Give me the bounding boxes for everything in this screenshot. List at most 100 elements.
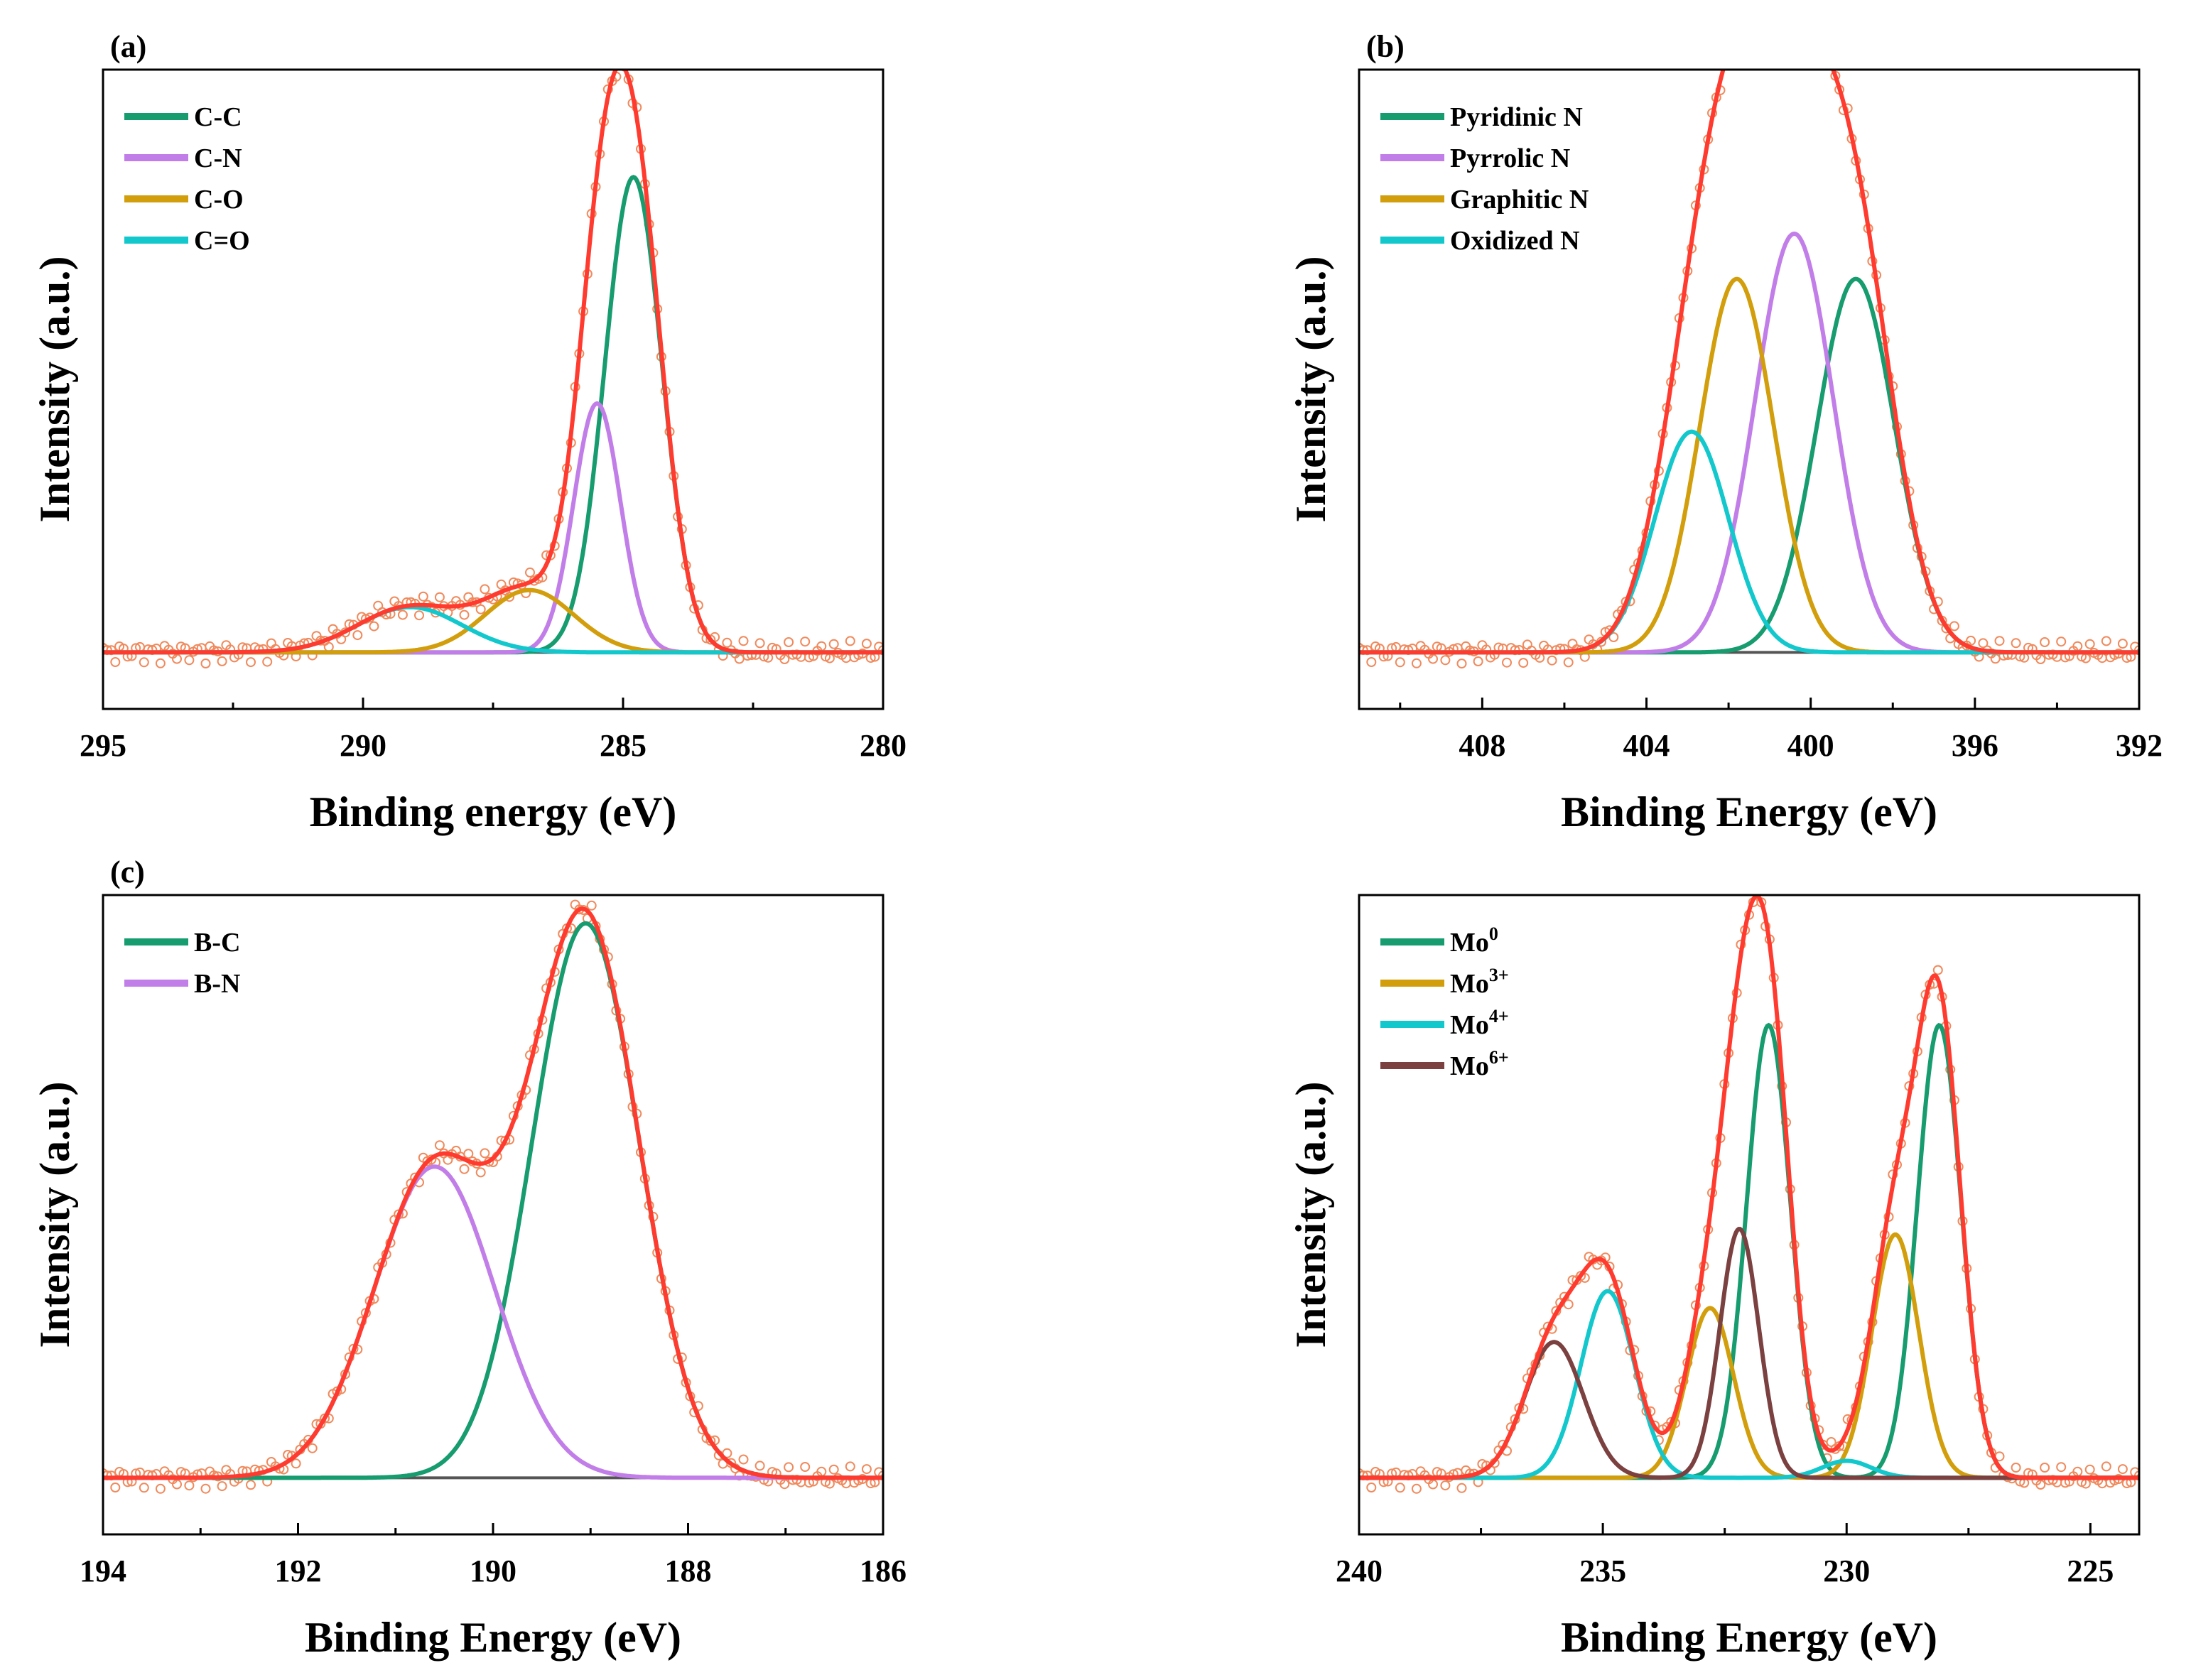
legend-entry: C-N (194, 143, 242, 173)
x-tick-label: 392 (2116, 728, 2163, 763)
panel-label: (c) (110, 855, 145, 889)
data-point (2040, 637, 2050, 647)
experimental-data (1359, 0, 2139, 669)
component-curve-pyridinic-n (1359, 276, 2139, 655)
data-point (2134, 645, 2139, 656)
data-point (434, 1140, 445, 1151)
data-point (1819, 43, 1827, 51)
data-point (1456, 1483, 1467, 1493)
data-point (1395, 657, 1405, 668)
panel-label: (b) (1366, 29, 1405, 64)
plot-area (1359, 895, 2139, 1494)
data-point (2011, 638, 2021, 649)
data-point (480, 584, 490, 595)
data-point (1366, 1483, 1377, 1492)
legend-entry: Mo6+ (1450, 1047, 1509, 1081)
data-point (861, 1464, 872, 1475)
x-axis-title: Binding Energy (eV) (1561, 788, 1937, 835)
data-point (1502, 657, 1512, 668)
legend-entry: B-C (194, 928, 240, 958)
legend-entry: Graphitic N (1450, 185, 1589, 215)
data-point (1456, 659, 1467, 669)
x-tick-label: 235 (1579, 1554, 1626, 1588)
data-point (1736, 8, 1745, 16)
legend-entry: Pyridinic N (1450, 102, 1583, 132)
data-point (878, 1470, 883, 1481)
data-point (525, 567, 535, 578)
data-point (1473, 656, 1483, 666)
x-tick-label: 396 (1952, 728, 1998, 763)
x-axis-title: Binding Energy (eV) (1561, 1614, 1937, 1661)
data-point (734, 654, 745, 664)
data-point (1807, 28, 1815, 37)
data-point (1811, 26, 1819, 35)
data-point (800, 1462, 811, 1472)
data-point (1608, 632, 1619, 642)
data-point (1395, 1483, 1405, 1493)
legend-entry: Mo3+ (1450, 965, 1509, 999)
data-point (722, 637, 732, 648)
data-point (2134, 1470, 2139, 1481)
data-point (722, 1448, 732, 1458)
plot-area (103, 899, 883, 1494)
data-point (1786, 4, 1795, 13)
data-point (779, 654, 790, 664)
component-curve-c-n (103, 401, 883, 655)
component-curve-mo4- (1359, 1289, 2139, 1480)
data-point (1563, 1299, 1574, 1310)
data-point (2084, 639, 2095, 649)
x-tick-label: 186 (860, 1554, 907, 1588)
data-point (1366, 657, 1377, 667)
data-point (738, 636, 749, 646)
data-point (1978, 638, 1989, 649)
data-point (616, 55, 624, 63)
data-point (861, 639, 872, 649)
x-tick-label: 188 (665, 1554, 712, 1588)
data-point (2056, 1462, 2067, 1473)
data-point (2101, 1461, 2111, 1472)
data-point (1724, 45, 1733, 54)
data-point (2035, 1480, 2046, 1490)
x-tick-label: 408 (1459, 728, 1505, 763)
data-point (323, 641, 334, 652)
component-curve-graphitic-n (1359, 276, 2139, 655)
data-point (784, 1462, 794, 1473)
envelope-curve (1359, 895, 2139, 1480)
component-curve-c-o (103, 605, 883, 655)
data-point (1778, 9, 1786, 18)
data-point (845, 636, 855, 646)
component-curve-b-c (103, 921, 883, 1480)
data-point (307, 1443, 318, 1453)
data-point (459, 1164, 470, 1174)
data-point (369, 621, 379, 632)
data-point (1729, 36, 1737, 44)
data-point (1770, 0, 1778, 4)
data-point (1440, 655, 1451, 666)
data-point (2101, 636, 2111, 646)
x-axis-title: Binding Energy (eV) (305, 1614, 681, 1661)
data-point (1949, 621, 1959, 632)
data-point (2084, 1464, 2095, 1475)
x-tick-label: 190 (470, 1554, 516, 1588)
panel-b: 408 404 400 396 392 Binding Energy (eV) Intens… (1287, 0, 2163, 835)
data-point (155, 658, 166, 668)
data-point (586, 900, 597, 911)
x-tick-label: 400 (1787, 728, 1834, 763)
legend-entry: B-N (194, 969, 240, 999)
legend-entry: C=O (194, 226, 250, 256)
data-point (200, 1483, 211, 1494)
data-point (1428, 1479, 1438, 1490)
data-point (1428, 654, 1438, 664)
x-tick-label: 192 (275, 1554, 322, 1588)
data-point (1994, 636, 2005, 646)
data-point (1733, 34, 1741, 43)
data-point (217, 656, 227, 666)
x-tick-label: 240 (1336, 1554, 1383, 1588)
data-point (200, 659, 211, 668)
data-point (1563, 657, 1574, 668)
x-tick-label: 194 (80, 1554, 126, 1588)
data-point (1765, 0, 1774, 1)
data-point (459, 609, 470, 620)
data-point (418, 591, 428, 602)
data-point (2035, 654, 2046, 664)
